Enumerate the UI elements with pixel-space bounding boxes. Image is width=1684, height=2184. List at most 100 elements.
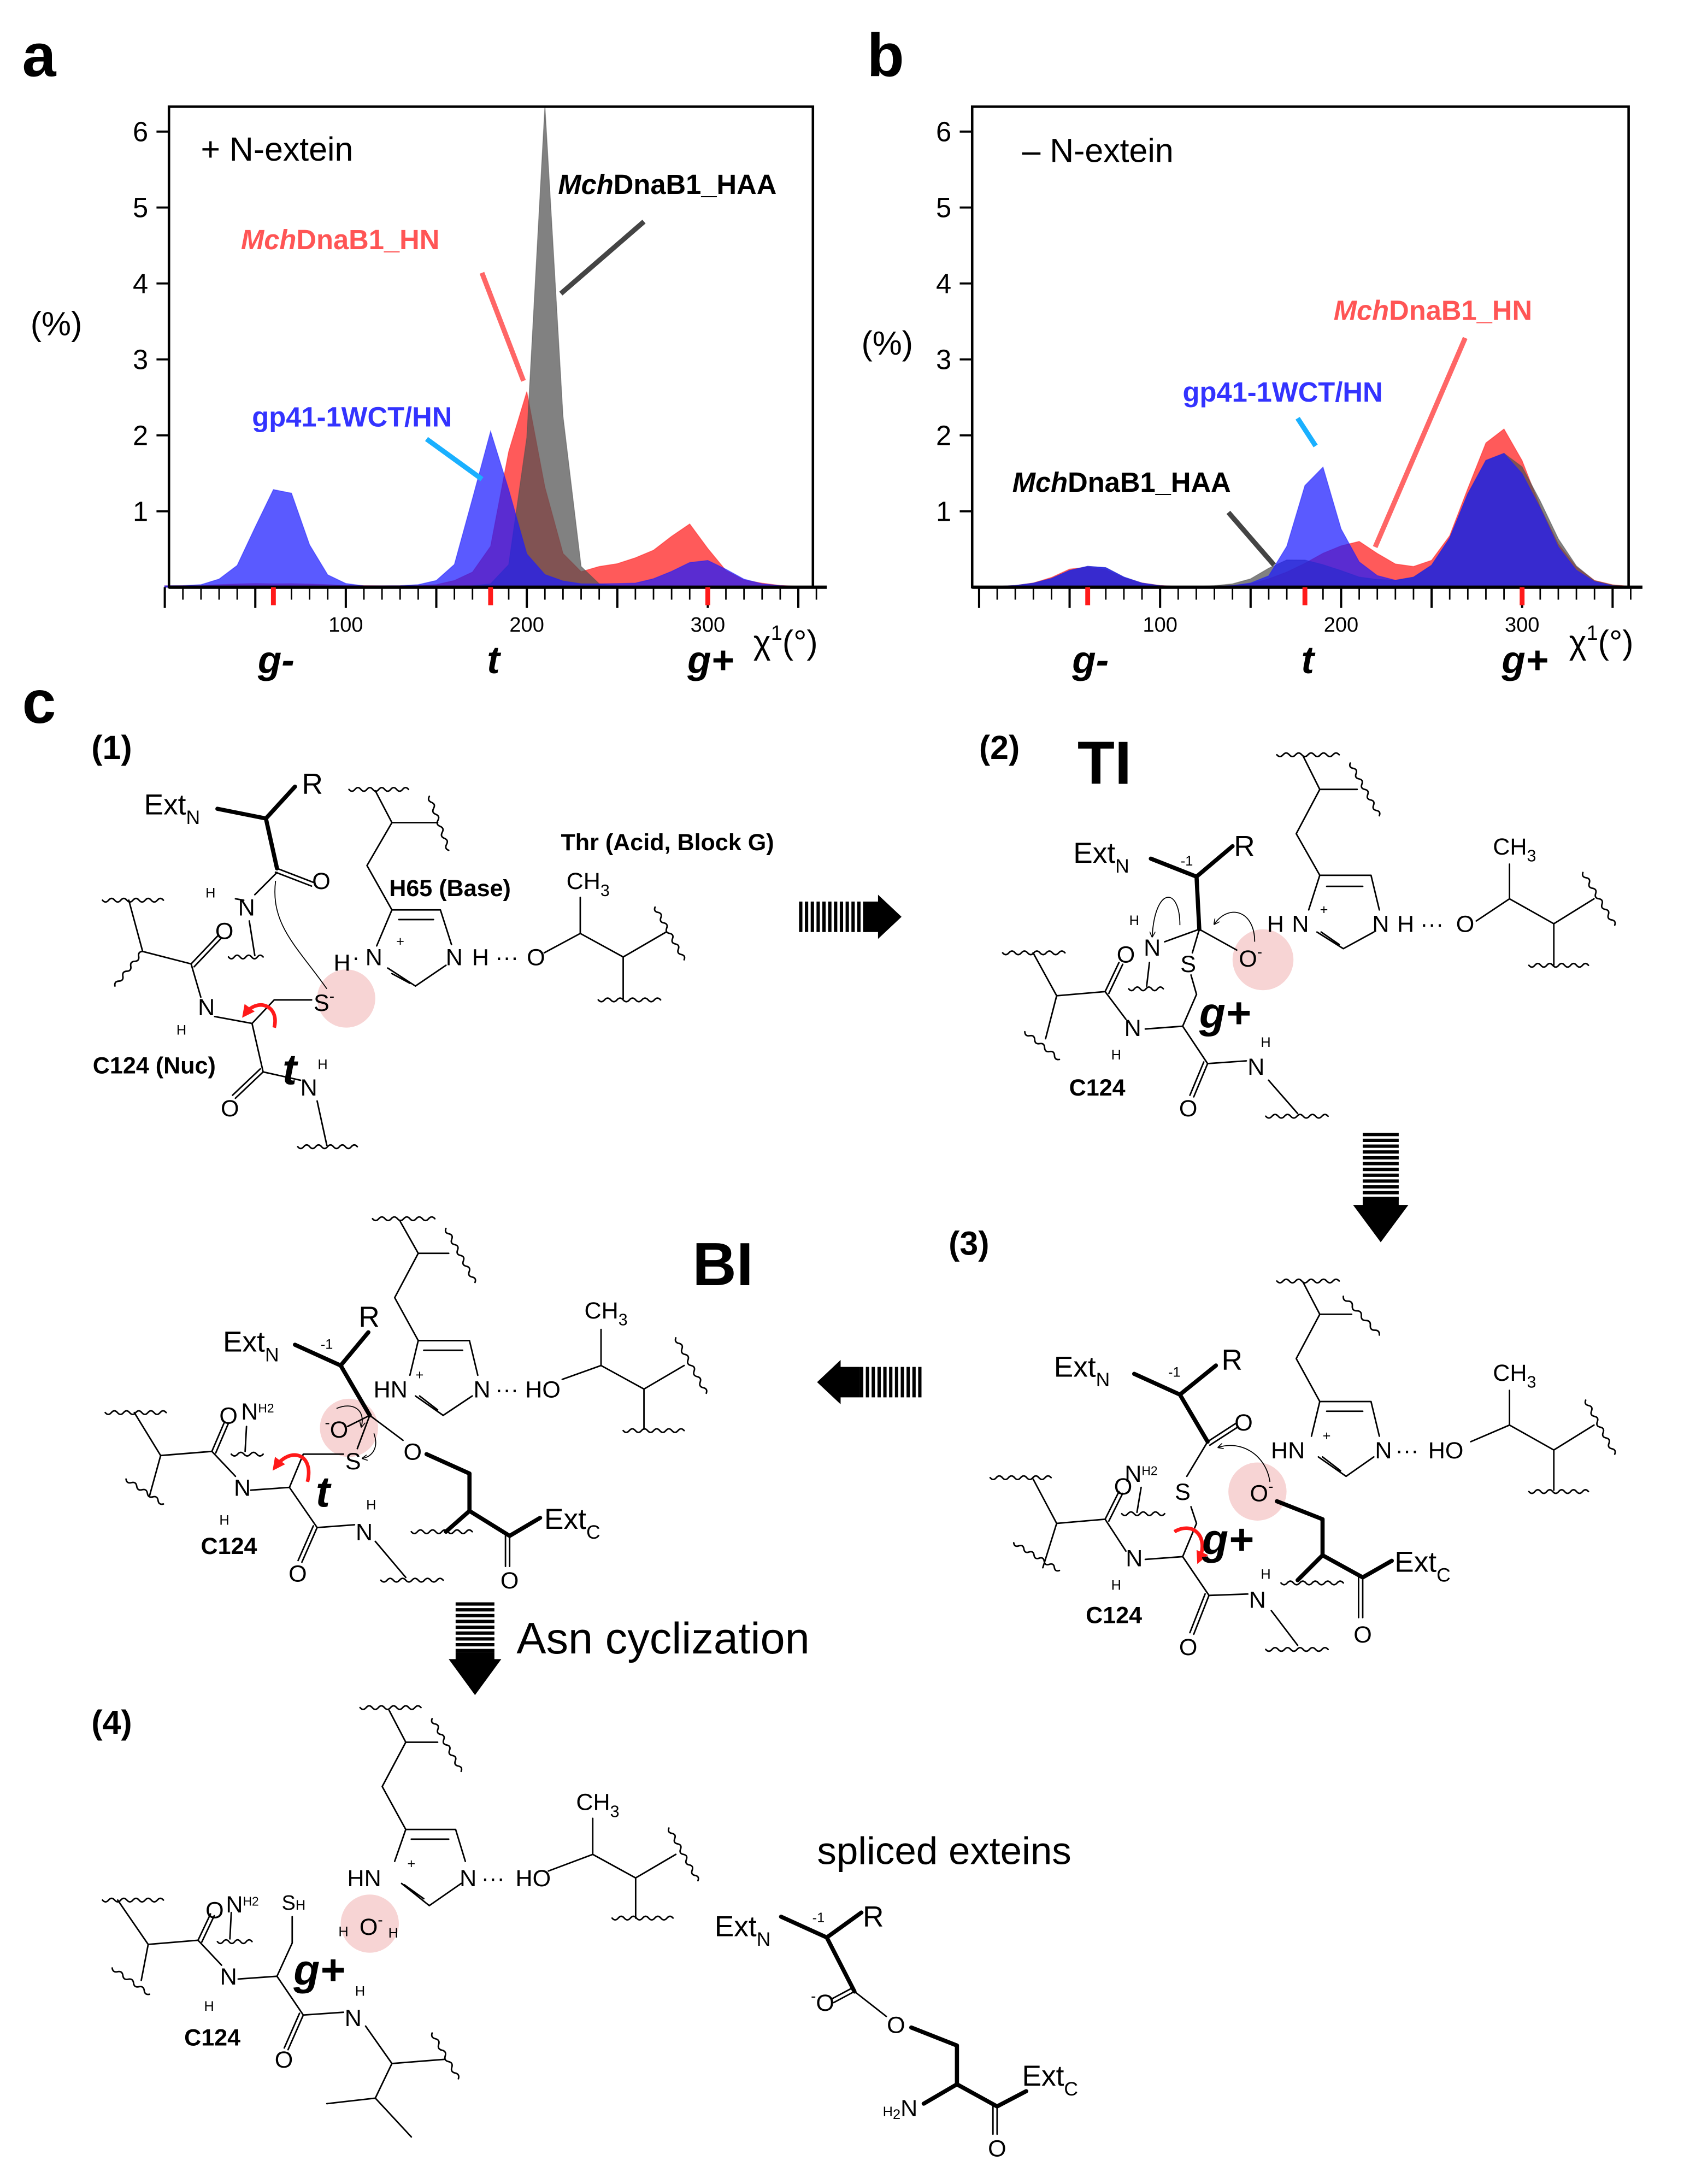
x-axis-unit: (°) <box>782 623 818 661</box>
double-bond-line <box>274 871 313 887</box>
legend-label: gp41-1WCT/HN <box>1182 376 1382 408</box>
arrow-stripe <box>839 902 844 932</box>
double-bonds <box>211 1421 511 1567</box>
legend-label-rest: DnaB1_HAA <box>614 169 777 200</box>
wavy-bond <box>674 1337 708 1394</box>
atom-n-plus: N <box>366 945 382 971</box>
atom-h: H <box>1261 1035 1270 1050</box>
residue-label: C124 <box>184 2025 240 2051</box>
electron-arrow <box>1152 897 1181 936</box>
y-tick-label: 5 <box>936 192 951 223</box>
thiol-sh: SH <box>281 1892 305 1915</box>
step-1-structure: (1) ExtN R O N H O N H S- O N H H · N + … <box>91 729 774 1150</box>
atom-h: H <box>1111 1047 1121 1063</box>
wavy-bond <box>227 954 264 960</box>
residue-label: C124 <box>201 1533 257 1559</box>
arrow-stripe <box>851 902 855 932</box>
atom-h: H <box>366 1498 376 1513</box>
x-axis-label: χ1(°) <box>753 622 818 661</box>
arrow-stripe <box>863 902 867 932</box>
electron-arrow <box>336 1405 362 1426</box>
atom-h: H <box>1111 1578 1121 1593</box>
step-number: (4) <box>91 1704 132 1741</box>
wavy-bond <box>1002 950 1066 956</box>
highlight-oxyanion <box>1228 1462 1287 1521</box>
position-label: -1 <box>812 1910 825 1926</box>
atom-h: H <box>176 1022 186 1038</box>
atom-o: O <box>288 1561 307 1587</box>
x-tick-label: 200 <box>1324 614 1358 637</box>
wavy-bond <box>611 1915 674 1921</box>
wavy-bond <box>1581 872 1616 926</box>
arrow-stripe <box>810 902 814 932</box>
wavy-bond <box>1012 1542 1061 1572</box>
y-tick-label: 1 <box>936 496 951 527</box>
condition-annotation: + N-extein <box>201 131 354 168</box>
charge-plus: + <box>1320 902 1328 917</box>
y-tick-label: 3 <box>133 344 148 375</box>
rotamer-label-t: t <box>487 639 502 682</box>
highlight-oxyanion <box>1232 929 1294 991</box>
y-tick-label: 5 <box>133 192 148 223</box>
wavy-bond <box>653 906 686 961</box>
arrow-stripe <box>877 1367 881 1398</box>
legend-label-rest: DnaB1_HN <box>1389 295 1532 326</box>
hbond: ··· <box>1396 1438 1419 1464</box>
electron-arrow <box>363 1433 376 1458</box>
atom-o: O <box>887 2012 905 2039</box>
charge-plus: + <box>396 934 404 949</box>
double-bond-line <box>297 1525 314 1562</box>
wavy-bond <box>102 897 164 903</box>
double-bond-line <box>201 1915 215 1943</box>
arrow-stripe <box>872 1367 875 1398</box>
arrow-stripe <box>1362 1185 1399 1189</box>
double-bond-line <box>1189 1593 1206 1634</box>
atom-o: O <box>312 868 331 894</box>
atom-h: H <box>1397 911 1414 938</box>
intermediate-title: BI <box>692 1230 753 1298</box>
branched-intermediate-structure: BI ExtN -1 R -O S O O ExtC O NH2 N H O N… <box>104 1216 753 1594</box>
highlight-thiolate <box>317 969 375 1028</box>
atom-n: N <box>473 1376 490 1403</box>
methyl-label: CH3 <box>576 1789 619 1821</box>
wavy-bond <box>111 1967 151 1995</box>
bold-bonds <box>293 1330 543 1538</box>
atom-n: N <box>446 945 463 971</box>
step-3-structure: (3) ExtN -1 R O S NH2 O N H O N H O- O E… <box>949 1225 1616 1661</box>
electron-arrow <box>1218 1445 1271 1482</box>
bonds <box>117 1709 677 2138</box>
double-bond-line <box>232 1068 261 1096</box>
arrow-stripe <box>889 1367 893 1398</box>
bonds <box>853 1991 887 2017</box>
nucleophile-label: C124 (Nuc) <box>93 1052 216 1079</box>
ext-n-label: ExtN <box>223 1326 279 1366</box>
arrow-stripe <box>1362 1191 1399 1194</box>
rotamer-label-g-: g- <box>257 639 295 682</box>
y-tick-label: 2 <box>133 420 148 451</box>
electron-arrow <box>1215 911 1256 942</box>
residue-label: C124 <box>1086 1602 1142 1628</box>
atom-h: H <box>317 1057 327 1073</box>
atom-o: O <box>501 1568 519 1594</box>
atom-n: N <box>1126 1546 1143 1572</box>
atom-o: O <box>1353 1622 1372 1648</box>
atom-h: H <box>333 950 350 976</box>
double-bond-line <box>211 1421 225 1452</box>
atom-o: O <box>988 2135 1006 2162</box>
arrow-stripe <box>455 1631 494 1635</box>
atom-n: N <box>1372 911 1389 938</box>
wavy-bond <box>102 1897 164 1903</box>
bonds <box>133 1221 685 1579</box>
x-tick-label: 200 <box>509 614 544 637</box>
wavy-bond <box>1528 1489 1589 1494</box>
double-bond-line <box>1193 1063 1209 1098</box>
wavy-bond <box>1343 1295 1380 1336</box>
double-bonds <box>831 1987 998 2135</box>
atom-s: S <box>345 1449 361 1475</box>
double-bond-line <box>1108 963 1124 994</box>
series-area-gp41-1WCT/HN <box>164 429 817 588</box>
methyl-label: CH3 <box>585 1298 628 1329</box>
x-axis-symbol: χ <box>1569 623 1587 661</box>
wavy-bond <box>1128 986 1164 992</box>
atom-hn-plus: HN <box>347 1865 381 1892</box>
